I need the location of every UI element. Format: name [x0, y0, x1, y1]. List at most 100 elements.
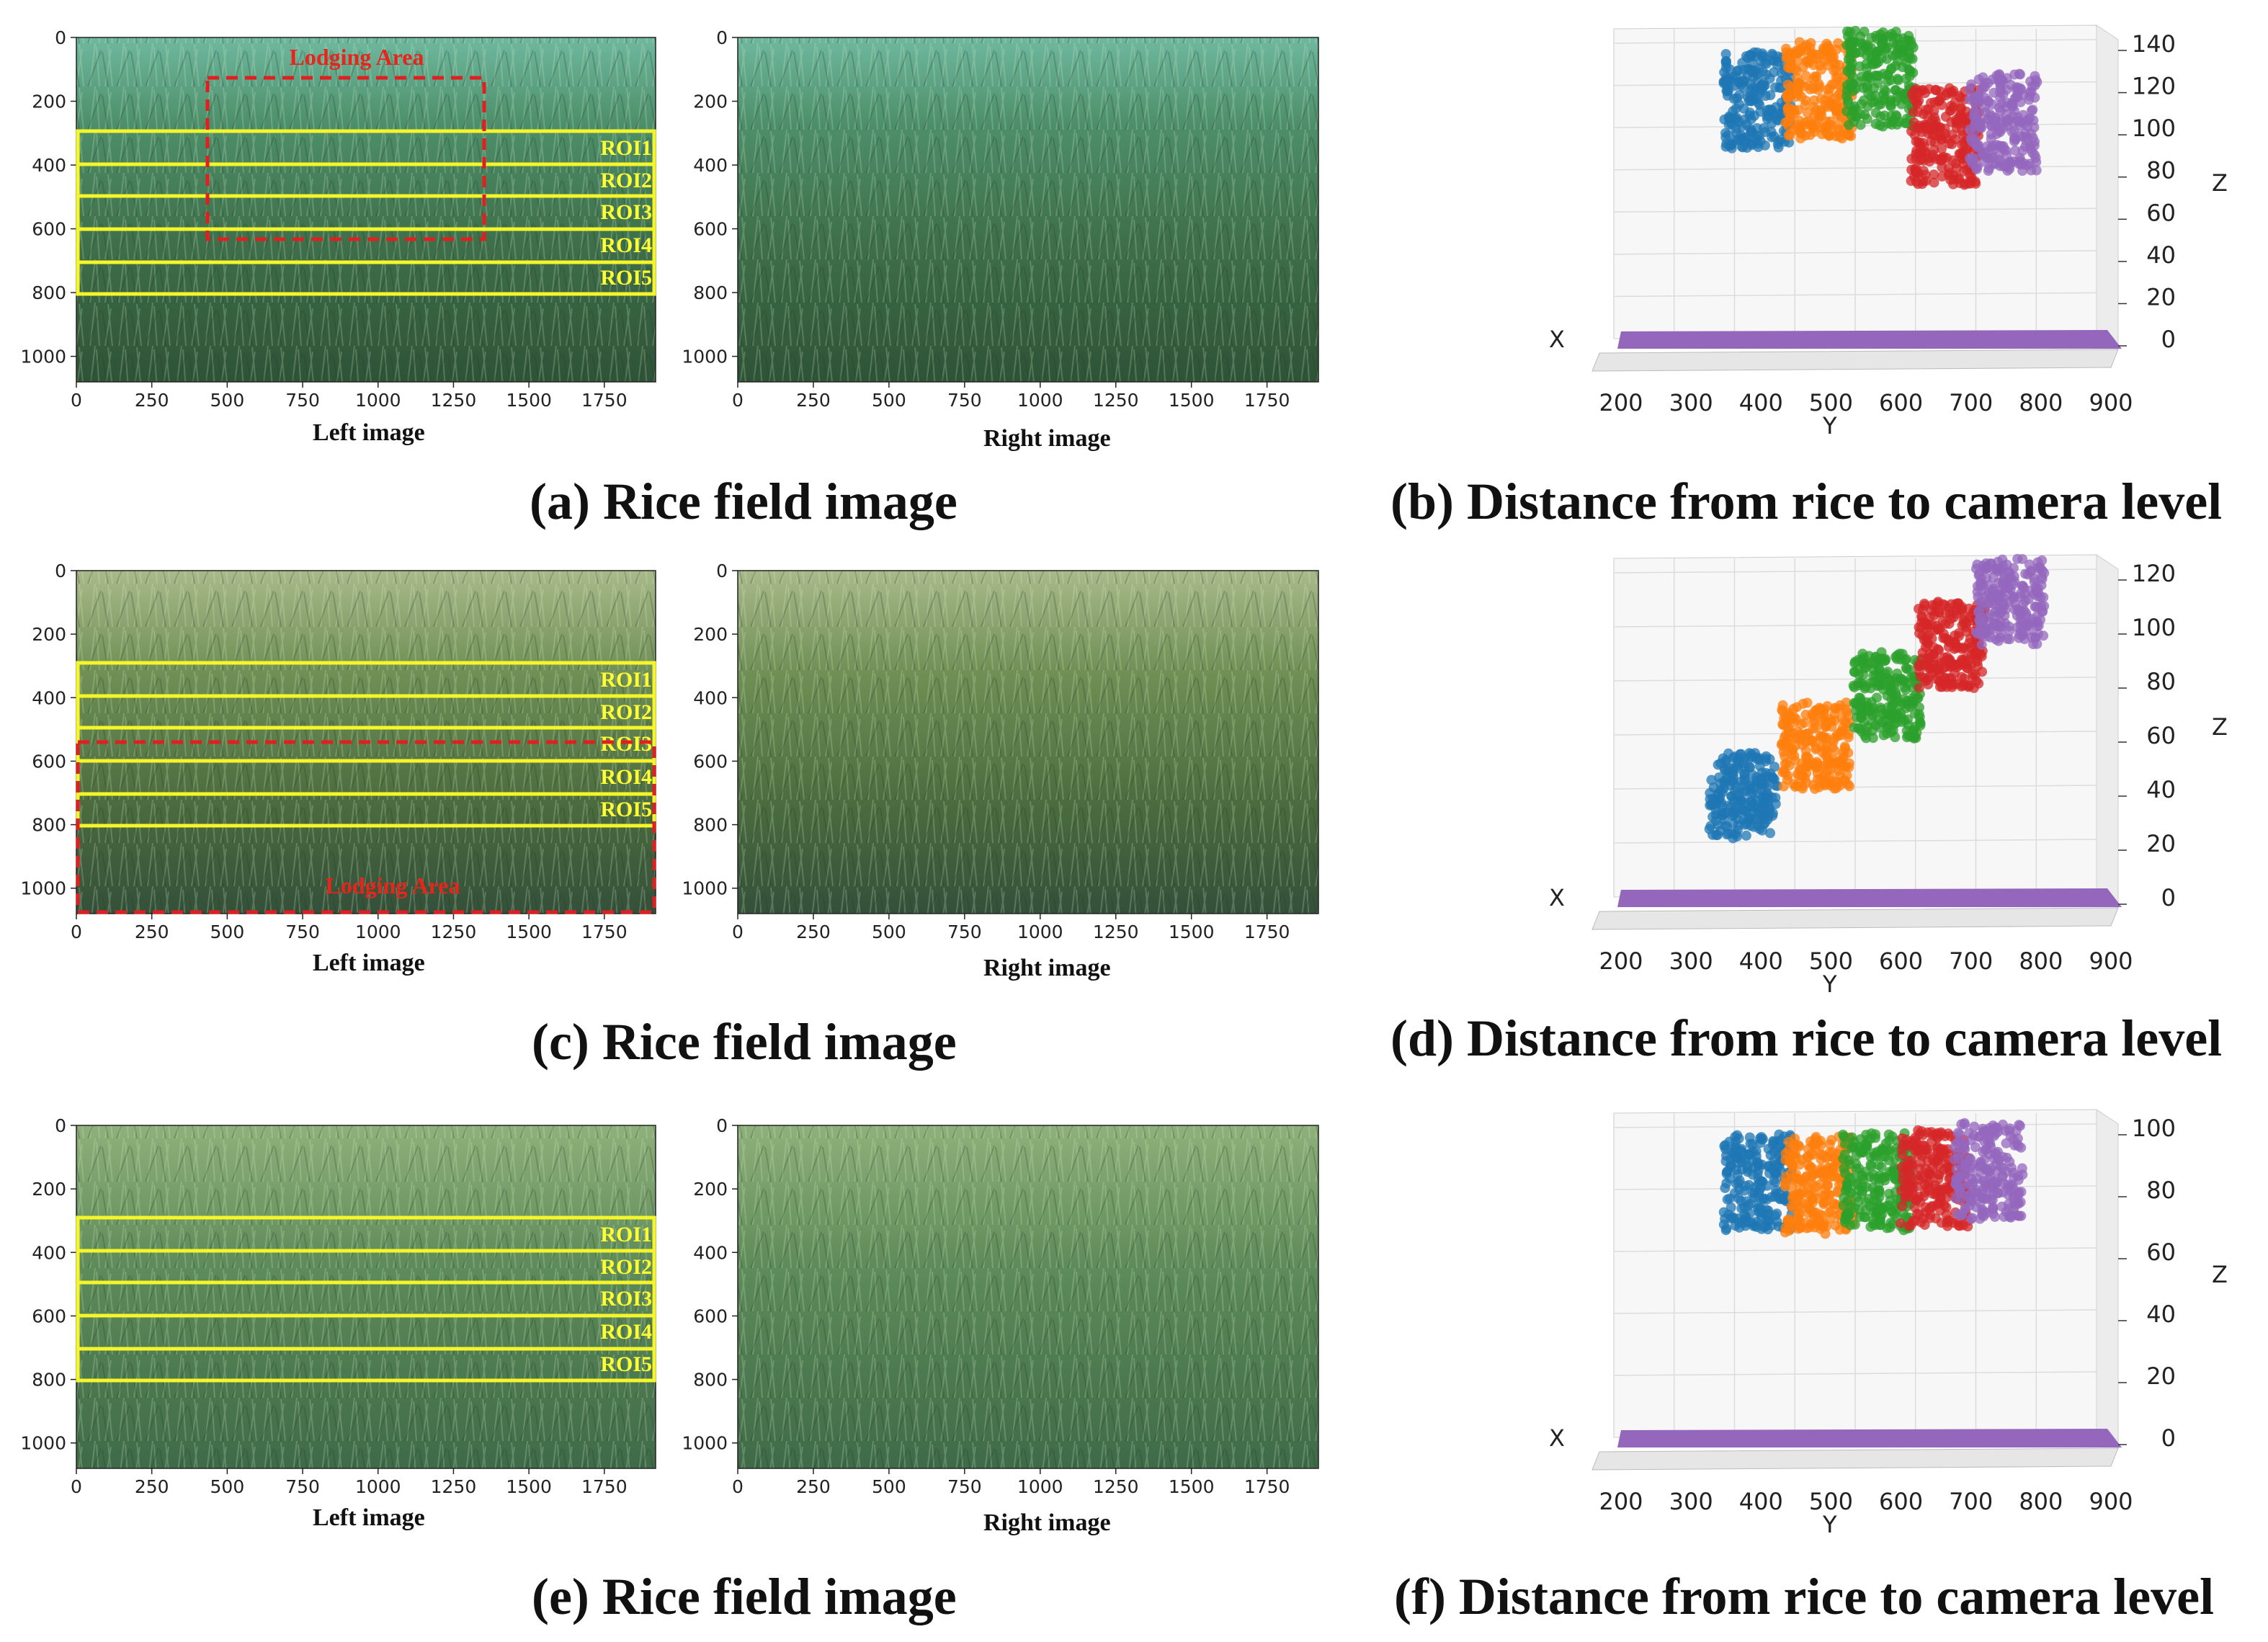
caption-b: (b) Distance from rice to camera level	[1390, 473, 2223, 530]
y-tick-label: 200	[1599, 389, 1643, 416]
x-tick-label: 500	[872, 1476, 906, 1497]
y-tick-label: 1000	[20, 878, 66, 899]
z-tick-label: 20	[2146, 283, 2176, 311]
z-tick-label: 60	[2146, 199, 2176, 226]
y-tick-label: 300	[1669, 947, 1713, 975]
z-tick-label: 40	[2146, 1300, 2176, 1328]
x-tick-label: 750	[947, 390, 982, 411]
y-tick-label: 200	[693, 92, 728, 112]
x-tick-label: 250	[796, 1476, 831, 1497]
roi-label-2: ROI2	[600, 700, 652, 724]
y-tick-label: 600	[32, 751, 66, 772]
x-tick-label: 1500	[506, 922, 552, 942]
y-tick-label: 1000	[682, 1433, 728, 1454]
right-image-panel: 0 200 400 600 800 1000 0 250 500 750 1000 1250 1500 1…	[663, 540, 1326, 1001]
left-image-panel: 0 200 400 600 800 1000 0 250 500 750 1000 1250 1500 1…	[0, 1095, 692, 1556]
roi-cluster-4	[1914, 597, 1990, 693]
z-tick-label: 0	[2161, 326, 2176, 353]
y-tick-label: 700	[1949, 1488, 1993, 1515]
y-tick-label: 0	[716, 561, 728, 581]
y-tick-label: 900	[2089, 1488, 2133, 1515]
z-tick-label: 80	[2146, 668, 2176, 695]
x-tick-label: 1750	[1244, 1476, 1290, 1497]
x-tick-label: 500	[210, 922, 245, 942]
x-tick-label: 250	[135, 390, 169, 411]
roi-label-2: ROI2	[600, 169, 652, 192]
figure-row-2: 0 200 400 600 800 1000 0 250 500 750 1000 1250 1500 1…	[0, 540, 2268, 1088]
x-tick-label: 750	[285, 922, 320, 942]
y-tick-label: 400	[693, 1242, 728, 1263]
right-image-axes: 0 200 400 600 800 1000 0 250 500 750 1000 1250 1500 1…	[682, 27, 1319, 411]
left-image-axes: 0 200 400 600 800 1000 0 250 500 750 1000 1250 1500 1…	[20, 561, 656, 942]
y-tick-label: 400	[32, 1242, 66, 1263]
point-cloud-axes: 0 20 40 60 80 100 120 Z 200 300 400 500 600 700 800 900…	[1549, 553, 2228, 998]
left-image-panel: 0 200 400 600 800 1000 0 250 500 750 1000 1250 1500 1…	[0, 0, 692, 461]
point-cloud-plot-f: 0 20 40 60 80 100 Z 200 300 400 500 600 700 800 900 Y X	[1520, 1099, 2241, 1545]
x-tick-label: 1250	[431, 1476, 477, 1497]
x-axis-label: X	[1549, 884, 1565, 911]
roi-label-3: ROI3	[600, 200, 652, 224]
y-tick-label: 800	[32, 282, 66, 303]
ground-plane	[1617, 1429, 2122, 1447]
roi-cluster-2	[1780, 1131, 1859, 1239]
right-image-axes: 0 200 400 600 800 1000 0 250 500 750 1000 1250 1500 1…	[682, 561, 1319, 942]
roi-cluster-5	[1971, 553, 2050, 650]
y-tick-label: 0	[55, 561, 66, 581]
y-tick-label: 0	[716, 1115, 728, 1136]
y-tick-label: 700	[1949, 389, 1993, 416]
x-tick-label: 1750	[1244, 390, 1290, 411]
x-tick-label: 1250	[431, 390, 477, 411]
x-tick-label: 0	[71, 390, 82, 411]
roi-cluster-2	[1776, 697, 1855, 794]
y-tick-label: 800	[693, 282, 728, 303]
roi-label-4: ROI4	[600, 765, 652, 789]
y-tick-label: 800	[32, 1370, 66, 1391]
y-tick-label: 400	[693, 155, 728, 176]
y-tick-label: 600	[693, 1306, 728, 1326]
x-tick-label: 750	[285, 1476, 320, 1497]
x-tick-label: 500	[872, 390, 906, 411]
roi-box-5	[76, 1347, 656, 1383]
y-tick-label: 600	[1879, 1488, 1923, 1515]
z-tick-label: 100	[2132, 1115, 2176, 1142]
y-tick-label: 200	[1599, 947, 1643, 975]
figure-row-1: 0 200 400 600 800 1000 0 250 500 750 1000 1250 1500 1…	[0, 0, 2268, 540]
z-tick-label: 0	[2161, 884, 2176, 911]
y-tick-label: 0	[716, 27, 728, 48]
z-tick-label: 20	[2146, 830, 2176, 857]
x-tick-label: 750	[947, 1476, 982, 1497]
y-tick-label: 500	[1809, 389, 1853, 416]
x-tick-label: 250	[796, 390, 831, 411]
y-tick-label: 0	[55, 1115, 66, 1136]
y-tick-label: 300	[1669, 389, 1713, 416]
y-tick-label: 800	[2019, 1488, 2063, 1515]
y-tick-label: 400	[1739, 389, 1783, 416]
y-tick-label: 300	[1669, 1488, 1713, 1515]
figure-row-3: 0 200 400 600 800 1000 0 250 500 750 1000 1250 1500 1…	[0, 1095, 2268, 1642]
z-tick-label: 80	[2146, 1177, 2176, 1204]
y-tick-label: 500	[1809, 947, 1853, 975]
z-tick-label: 80	[2146, 157, 2176, 184]
x-tick-label: 1500	[1169, 390, 1215, 411]
y-tick-label: 800	[2019, 389, 2063, 416]
roi-cluster-3	[1841, 25, 1919, 132]
x-tick-label: 1500	[1169, 1476, 1215, 1497]
x-tick-label: 1750	[581, 390, 628, 411]
y-tick-label: 600	[693, 219, 728, 240]
point-cloud-axes: 0 20 40 60 80 100 Z 200 300 400 500 600 700 800 900 Y X	[1549, 1109, 2228, 1538]
lodging-area-box	[76, 740, 656, 914]
left-image-label: Left image	[313, 419, 425, 446]
roi-label-4: ROI4	[600, 233, 652, 257]
roi-label-2: ROI2	[600, 1255, 652, 1279]
x-tick-label: 1250	[1093, 1476, 1139, 1497]
roi-label-5: ROI5	[600, 1352, 652, 1376]
y-tick-label: 200	[693, 1179, 728, 1200]
z-tick-label: 120	[2132, 560, 2176, 587]
y-tick-label: 900	[2089, 389, 2133, 416]
left-image-axes: 0 200 400 600 800 1000 0 250 500 750 1000 1250 1500 1…	[20, 1115, 656, 1497]
ground-plane	[1617, 330, 2122, 349]
z-tick-label: 100	[2132, 115, 2176, 142]
y-tick-label: 800	[693, 1370, 728, 1391]
lodging-area-label: Lodging Area	[290, 44, 424, 70]
roi-cluster-1	[1704, 748, 1782, 844]
